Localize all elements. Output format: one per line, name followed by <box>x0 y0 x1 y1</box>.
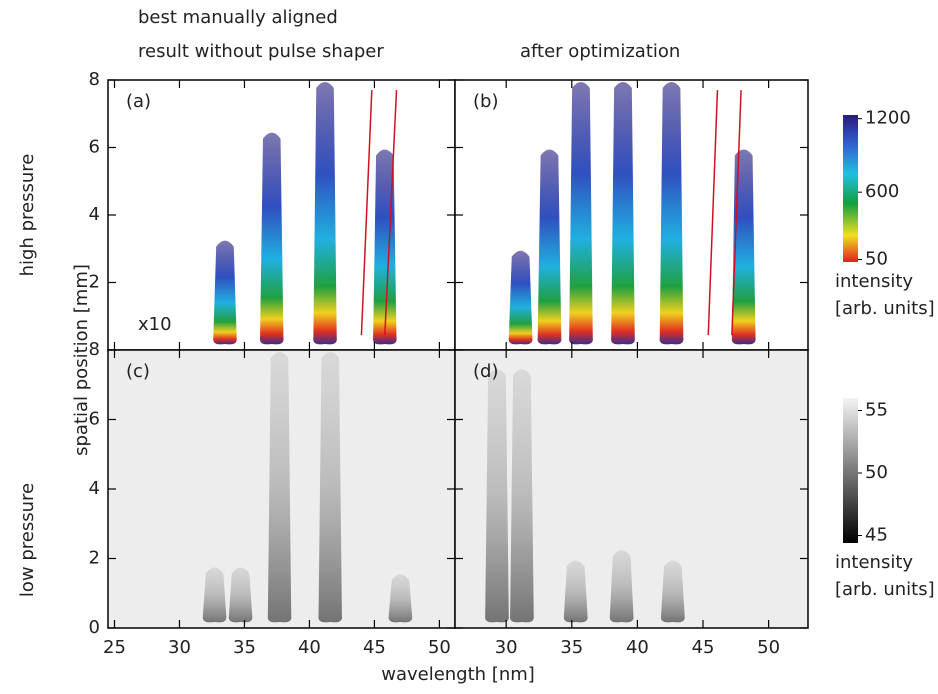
colorbar-tick-label: 50 <box>865 249 888 270</box>
colorbar-tick-label: 600 <box>865 181 899 202</box>
colorbar-label: [arb. units] <box>835 298 935 319</box>
y-tick-label: 6 <box>89 409 100 430</box>
intensity-band <box>563 560 588 623</box>
intensity-band <box>259 132 284 345</box>
x-axis-label: wavelength [nm] <box>381 664 535 685</box>
x-tick-label: 35 <box>560 637 583 658</box>
intensity-band <box>609 550 634 623</box>
y-tick-label: 6 <box>89 137 100 158</box>
y-tick-label: 8 <box>89 339 100 360</box>
x-tick-label: 30 <box>168 637 191 658</box>
x-tick-label: 30 <box>495 637 518 658</box>
x-tick-label: 50 <box>757 637 780 658</box>
x-tick-label: 25 <box>103 637 126 658</box>
intensity-band <box>660 560 685 623</box>
annotation: x10 <box>138 314 172 335</box>
x-tick-label: 40 <box>298 637 321 658</box>
intensity-band <box>537 149 562 345</box>
x-tick-label: 45 <box>692 637 715 658</box>
x-tick-label: 40 <box>626 637 649 658</box>
panel-label: (c) <box>126 361 150 382</box>
y-tick-label: 4 <box>89 204 100 225</box>
intensity-band <box>318 352 343 623</box>
panel-label: (a) <box>126 91 151 112</box>
intensity-band <box>569 82 593 345</box>
column-title: best manually aligned <box>138 7 338 28</box>
intensity-band <box>228 567 253 623</box>
x-tick-label: 50 <box>428 637 451 658</box>
intensity-band <box>202 567 227 623</box>
intensity-band <box>659 82 684 345</box>
intensity-band <box>485 369 509 623</box>
colorbar <box>843 115 858 262</box>
y-tick-label: 2 <box>89 548 100 569</box>
intensity-band <box>313 82 337 345</box>
intensity-band <box>213 240 237 345</box>
intensity-band <box>510 369 534 623</box>
y-tick-label: 4 <box>89 478 100 499</box>
column-title: result without pulse shaper <box>138 41 384 62</box>
x-tick-label: 35 <box>233 637 256 658</box>
red-line <box>360 90 373 336</box>
colorbar-tick-label: 55 <box>865 400 888 421</box>
panel-label: (b) <box>473 91 498 112</box>
y-tick-label: 8 <box>89 69 100 90</box>
intensity-band <box>508 250 533 345</box>
colorbar-label: intensity <box>835 552 913 573</box>
intensity-band <box>611 82 635 345</box>
intensity-band <box>373 149 397 345</box>
red-line <box>384 90 398 336</box>
intensity-band <box>267 352 292 623</box>
y-tick-label: 2 <box>89 272 100 293</box>
red-line <box>731 90 742 336</box>
colorbar-tick-label: 45 <box>865 525 888 546</box>
colorbar-label: [arb. units] <box>835 579 935 600</box>
row-label: low pressure <box>17 483 38 597</box>
row-label: high pressure <box>17 154 38 277</box>
panel-label: (d) <box>473 361 498 382</box>
intensity-band <box>388 574 413 623</box>
column-title: after optimization <box>520 41 680 62</box>
y-axis-label: spatial position [mm] <box>71 264 92 456</box>
colorbar <box>843 398 858 543</box>
colorbar-tick-label: 1200 <box>865 108 911 129</box>
x-tick-label: 45 <box>363 637 386 658</box>
y-tick-label: 0 <box>89 617 100 638</box>
red-line <box>707 90 719 336</box>
colorbar-label: intensity <box>835 271 913 292</box>
colorbar-tick-label: 50 <box>865 462 888 483</box>
